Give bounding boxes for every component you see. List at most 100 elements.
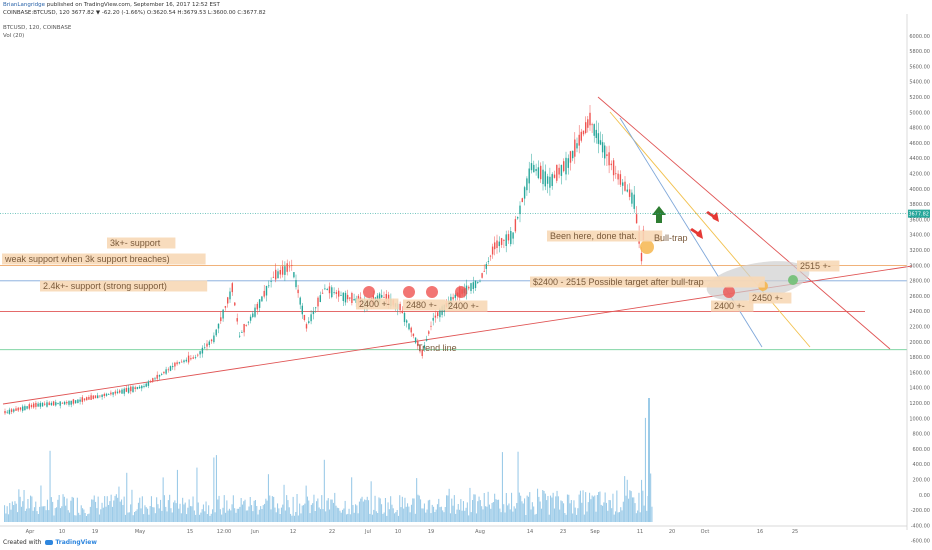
volume-bar	[121, 499, 123, 522]
volume-bar	[154, 513, 156, 522]
candle-body	[10, 409, 13, 412]
candle-body	[181, 361, 183, 363]
volume-bar	[483, 493, 485, 522]
volume-bar	[214, 512, 216, 522]
volume-bar	[23, 490, 25, 522]
author-link[interactable]: BrianLangridge	[3, 2, 45, 8]
volume-bar	[368, 500, 370, 522]
volume-bar	[542, 490, 544, 522]
bull-trap-marker	[640, 240, 654, 254]
volume-bar	[362, 501, 364, 522]
volume-bar	[79, 514, 81, 522]
volume-bar	[404, 497, 406, 522]
candle-body	[59, 401, 61, 406]
candle-body	[275, 269, 277, 280]
candle-body	[241, 332, 243, 333]
volume-bar	[228, 508, 230, 522]
candle-body	[231, 283, 233, 293]
volume-bar	[301, 505, 303, 522]
volume-bar	[157, 504, 159, 522]
candle-body	[19, 407, 22, 410]
volume-bar	[101, 502, 103, 522]
volume-bar	[290, 513, 292, 522]
volume-bar	[97, 496, 99, 522]
time-tick-label: 25	[792, 529, 798, 535]
volume-bar	[589, 492, 591, 522]
volume-bar	[517, 451, 519, 522]
volume-bar	[296, 494, 298, 522]
volume-bar	[442, 510, 444, 522]
candle-body	[119, 390, 121, 393]
volume-bar	[347, 513, 349, 522]
volume-bar	[277, 503, 279, 522]
candle-body	[479, 280, 481, 282]
volume-bar	[62, 494, 64, 522]
volume-bar	[109, 501, 111, 522]
candle-body	[560, 164, 563, 176]
volume-bar	[615, 511, 617, 522]
volume-bar	[280, 507, 282, 522]
volume-bar	[188, 499, 190, 522]
candle-body	[597, 133, 600, 144]
volume-bar	[54, 508, 56, 522]
candle-body	[70, 400, 72, 405]
candle-body	[321, 292, 324, 294]
volume-bar	[10, 509, 12, 522]
publish-text: published on TradingView.com, September …	[46, 2, 220, 8]
candle-body	[487, 261, 490, 262]
candle-body	[576, 143, 578, 149]
price-tick-label: 3400.00	[909, 233, 930, 239]
volume-bar	[11, 501, 13, 522]
volume-bar	[179, 503, 181, 522]
volume-bar	[449, 513, 451, 522]
volume-bar	[265, 498, 267, 522]
volume-bar	[196, 467, 198, 522]
volume-bar	[547, 496, 549, 522]
volume-bar	[356, 505, 358, 522]
volume-bar	[582, 490, 584, 522]
down-arrow-icon	[706, 211, 719, 222]
volume-bar	[609, 500, 611, 522]
candle-body	[187, 355, 190, 363]
support-touch-marker	[403, 286, 415, 298]
volume-bar	[577, 508, 579, 522]
volume-bar	[604, 492, 606, 522]
candle-body	[243, 324, 245, 333]
volume-bar	[397, 515, 399, 522]
price-tick-label: 1800.00	[909, 355, 930, 361]
downtrend-red-line	[597, 96, 891, 350]
time-tick-label: 10	[395, 529, 401, 535]
candle-body	[286, 263, 288, 272]
volume-bar	[15, 503, 17, 522]
volume-bar	[494, 493, 496, 522]
volume-bar	[84, 513, 86, 522]
candle-body	[553, 174, 556, 178]
volume-bar	[427, 500, 429, 522]
volume-bar	[201, 509, 203, 522]
tradingview-logo-icon	[45, 540, 54, 545]
candle-body	[428, 331, 430, 334]
candle-body	[517, 217, 519, 219]
volume-bar	[122, 505, 124, 522]
volume-bar	[165, 506, 167, 522]
volume-bar	[309, 513, 311, 522]
tradingview-brand[interactable]: TradingView	[55, 539, 97, 546]
volume-bar	[46, 499, 48, 522]
volume-bar	[137, 502, 139, 522]
volume-bar	[152, 507, 154, 522]
candle-body	[503, 240, 505, 241]
volume-bar	[624, 476, 626, 522]
volume-bar	[539, 501, 541, 522]
price-tick-label: 4000.00	[909, 187, 930, 193]
candle-body	[340, 295, 342, 296]
volume-bar	[451, 498, 453, 522]
volume-bar	[59, 508, 61, 522]
price-tick-label: 6000.00	[909, 34, 930, 40]
volume-bar	[275, 512, 277, 522]
candle-body	[101, 394, 103, 397]
candle-body	[190, 358, 192, 360]
candle-body	[39, 403, 41, 407]
candle-body	[303, 315, 306, 320]
candle-body	[351, 293, 353, 303]
volume-bar	[548, 514, 550, 522]
